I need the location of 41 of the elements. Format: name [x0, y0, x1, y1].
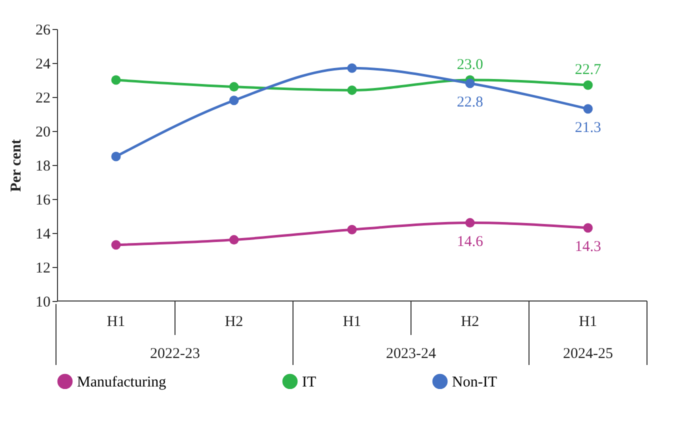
legend-label: Manufacturing [77, 374, 167, 390]
point [583, 223, 593, 233]
point [583, 104, 593, 114]
x-tick-label: H2 [460, 314, 480, 330]
data-label: 14.6 [456, 234, 484, 250]
y-tick-label: 16 [36, 192, 51, 208]
point [111, 75, 121, 85]
data-label: 14.3 [574, 238, 602, 255]
point [111, 240, 121, 250]
x-tick-label: H1 [342, 314, 362, 330]
point [347, 85, 357, 95]
data-label: 21.3 [574, 120, 602, 136]
point [347, 63, 357, 73]
point [229, 235, 239, 245]
x-tick-label: H1 [578, 314, 598, 330]
y-axis-title: Per cent [8, 139, 24, 192]
legend-label: Non-IT [452, 374, 497, 390]
data-label: 23.0 [456, 57, 484, 73]
y-tick-label: 26 [36, 22, 51, 38]
y-tick-label: 18 [36, 158, 50, 174]
y-tick-label: 20 [36, 124, 50, 140]
text: 2024-25 [563, 346, 613, 362]
data-label: 22.8 [456, 94, 484, 110]
x-tick-label: H1 [106, 314, 126, 330]
point [347, 224, 357, 234]
point [111, 152, 121, 162]
point [583, 80, 593, 90]
point [465, 78, 475, 88]
legend-label: IT [302, 374, 316, 390]
point [229, 82, 239, 92]
y-tick-label: 22 [36, 90, 50, 106]
point [229, 96, 239, 106]
point [465, 218, 475, 228]
text: 2022-23 [150, 346, 200, 362]
text: 2023-24 [386, 346, 436, 362]
y-tick-label: 24 [36, 56, 51, 72]
y-tick-label: 12 [36, 260, 50, 276]
x-tick-label: H2 [224, 314, 244, 330]
y-tick-label: 10 [36, 294, 50, 310]
data-label: 22.7 [574, 62, 602, 78]
y-tick-label: 14 [36, 226, 51, 242]
